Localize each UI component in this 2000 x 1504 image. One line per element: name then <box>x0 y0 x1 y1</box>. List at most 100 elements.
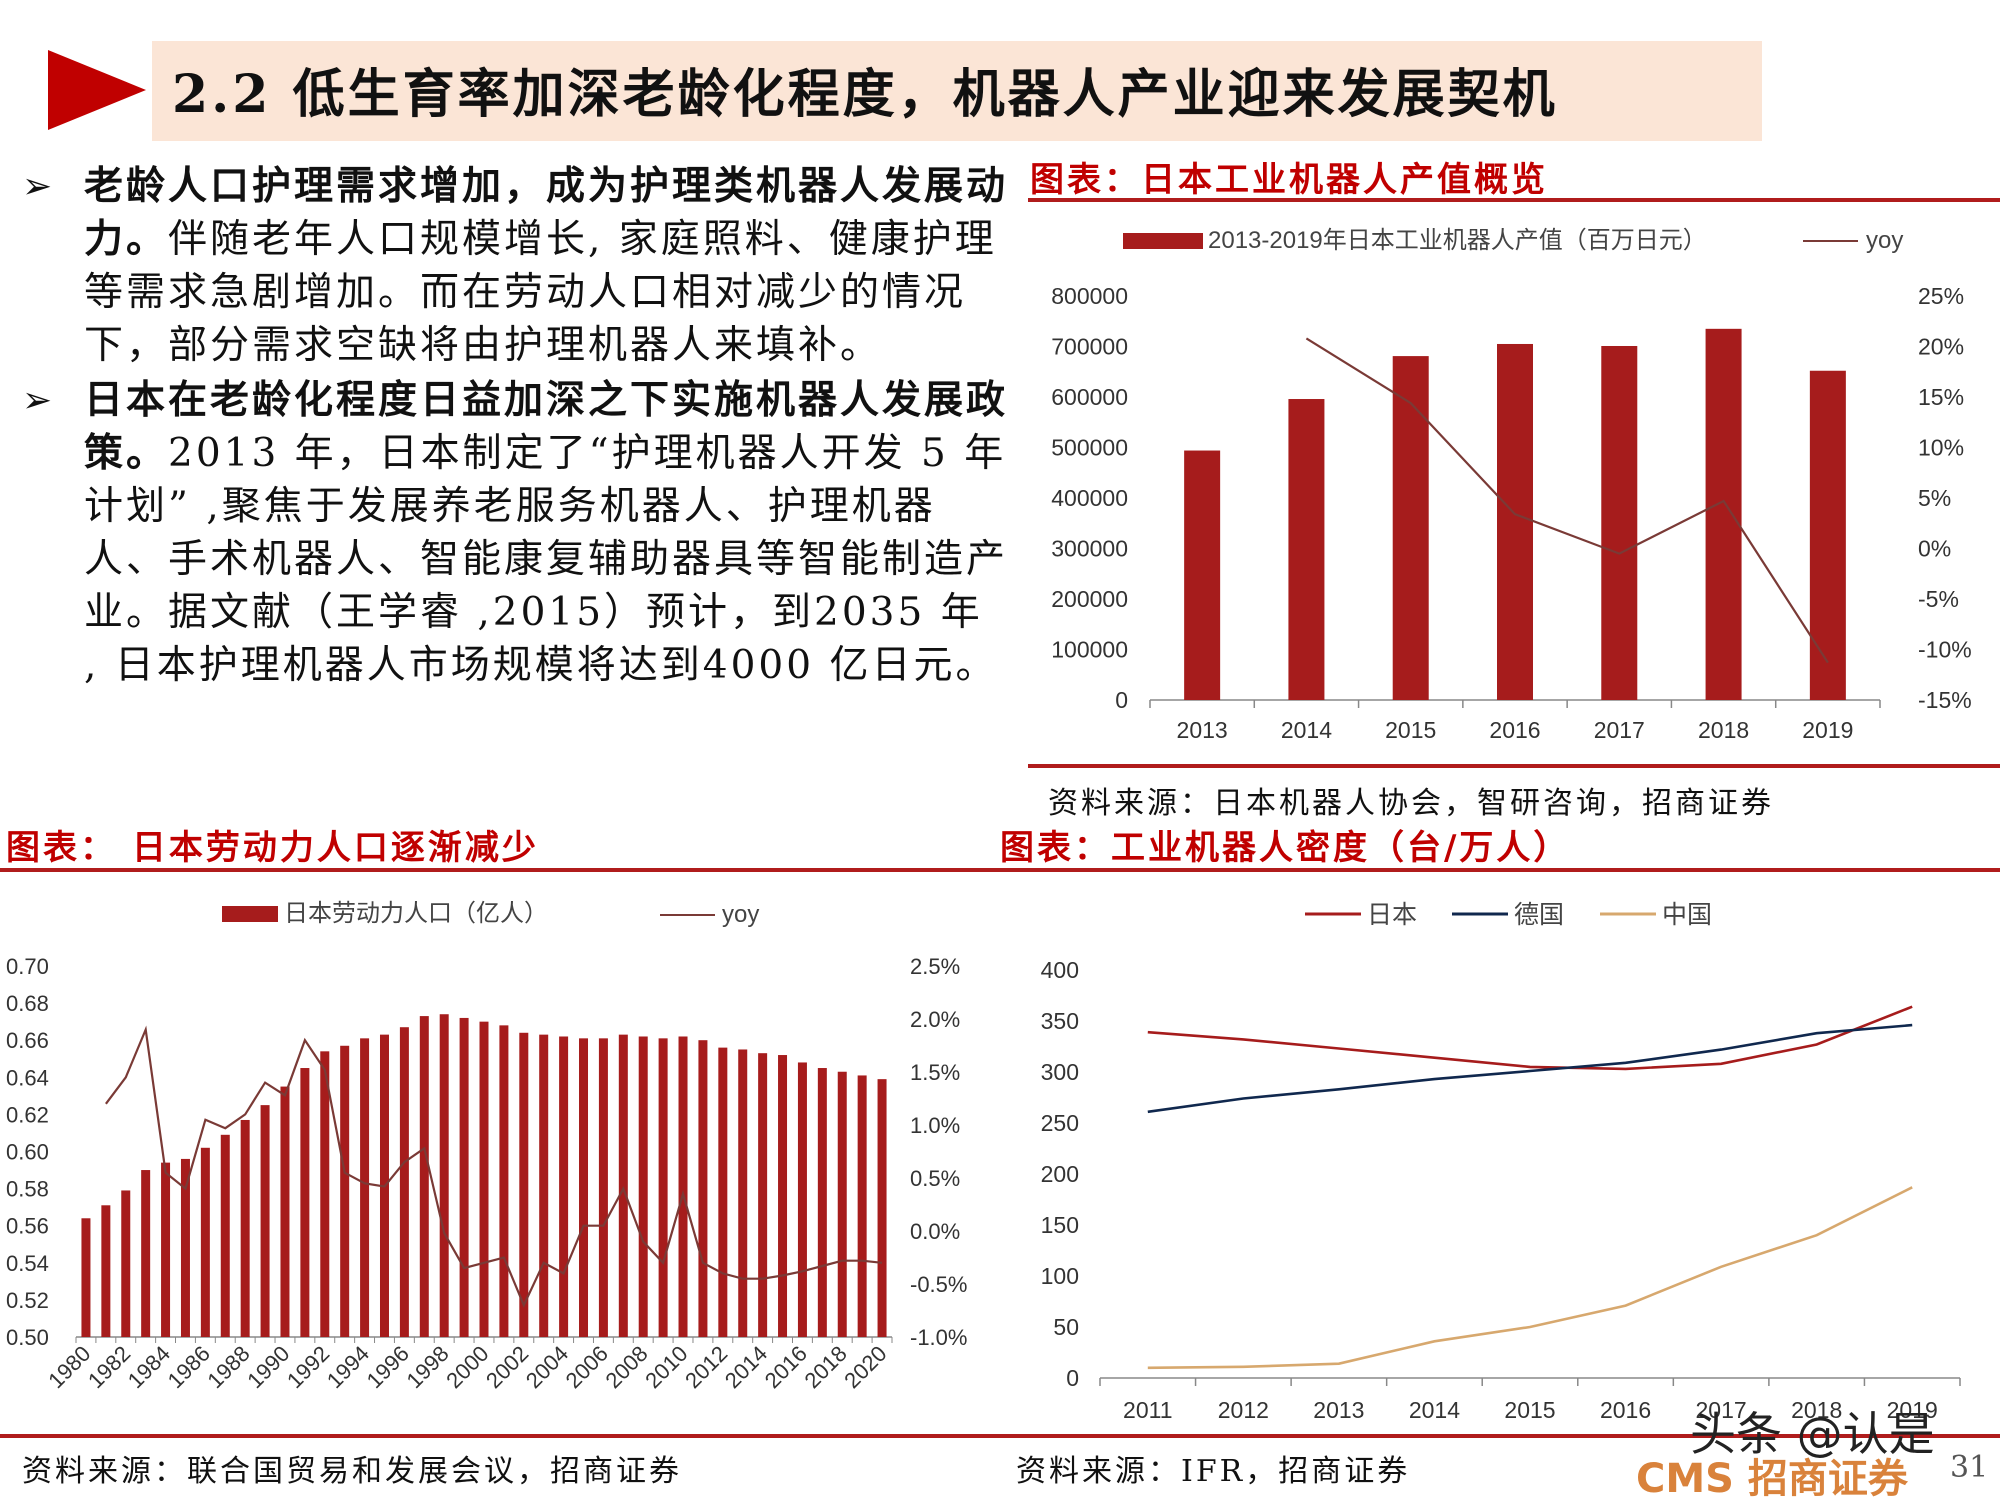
x-tick-label: 2018 <box>1791 1397 1842 1423</box>
divider <box>995 868 2000 872</box>
bar <box>678 1036 688 1337</box>
x-tick-label: 1980 <box>43 1341 95 1393</box>
y-right-tick: 2.5% <box>910 954 960 979</box>
bullet-item: ➢ 老龄人口护理需求增加，成为护理类机器人发展动力。伴随老年人口规模增长, 家庭… <box>22 160 1012 372</box>
y-right-tick: 0.5% <box>910 1166 960 1191</box>
y-tick: 350 <box>1041 1008 1079 1034</box>
x-tick-label: 1996 <box>362 1341 414 1393</box>
bar <box>857 1075 867 1337</box>
y-left-tick: 0 <box>1115 687 1128 713</box>
x-tick-label: 2000 <box>441 1341 493 1393</box>
bullet-list: ➢ 老龄人口护理需求增加，成为护理类机器人发展动力。伴随老年人口规模增长, 家庭… <box>22 160 1012 694</box>
bar <box>180 1158 190 1337</box>
yoy-line <box>105 1025 883 1308</box>
labor-population-chart: 日本劳动力人口（亿人） yoy 0.50 0.52 0.54 0.56 0.58 0.60 0.… <box>6 900 967 1393</box>
x-tick-label: 1994 <box>322 1341 374 1393</box>
y-tick: 300 <box>1041 1059 1079 1085</box>
legend-label: yoy <box>722 901 759 928</box>
y-right-tick: -0.5% <box>910 1272 967 1297</box>
y-left-tick: 200000 <box>1051 586 1128 612</box>
y-left-tick: 0.70 <box>6 954 49 979</box>
source-note: 资料来源：日本机器人协会，智研咨询，招商证券 <box>1048 786 1774 821</box>
bar <box>300 1068 310 1337</box>
x-tick-label: 2006 <box>561 1341 613 1393</box>
x-tick-label: 2016 <box>760 1341 812 1393</box>
x-tick-label: 2012 <box>1218 1397 1269 1423</box>
divider <box>995 1434 2000 1438</box>
x-tick-label: 1988 <box>202 1341 254 1393</box>
bar <box>797 1062 807 1337</box>
divider <box>1028 764 2000 768</box>
x-tick-label: 2018 <box>799 1341 851 1393</box>
bar <box>778 1055 788 1337</box>
bar <box>240 1119 250 1337</box>
figure-title: 图表：工业机器人密度（台/万人） <box>1000 828 1571 868</box>
y-right-tick: 0.0% <box>910 1219 960 1244</box>
bar <box>141 1170 151 1337</box>
bar <box>340 1045 350 1337</box>
x-tick-label: 2015 <box>1504 1397 1555 1423</box>
bullet-heading: 老龄人口护理需求增加，成为护理类机器人发展动力。 <box>84 163 1009 262</box>
y-left-tick: 0.52 <box>6 1288 49 1313</box>
y-right-tick: 20% <box>1918 334 1964 360</box>
bar <box>161 1162 171 1337</box>
figure-title: 图表： 日本劳动力人口逐渐减少 <box>6 828 539 868</box>
y-right-tick: 5% <box>1918 485 1951 511</box>
y-tick: 400 <box>1041 957 1079 983</box>
bar <box>1392 356 1429 700</box>
bar <box>698 1040 708 1337</box>
source-note: 资料来源：联合国贸易和发展会议，招商证券 <box>22 1454 682 1489</box>
bar <box>499 1025 509 1337</box>
bar <box>618 1034 628 1337</box>
bar <box>200 1147 210 1337</box>
bar <box>718 1047 728 1337</box>
y-left-tick: 300000 <box>1051 536 1128 562</box>
bar <box>1184 450 1221 700</box>
x-tick-label: 2016 <box>1600 1397 1651 1423</box>
bar <box>101 1205 111 1337</box>
y-left-tick: 100000 <box>1051 637 1128 663</box>
bar <box>280 1086 290 1337</box>
y-right-tick: -10% <box>1918 637 1972 663</box>
yoy-line <box>1305 337 1829 664</box>
x-tick-label: 1990 <box>242 1341 294 1393</box>
legend-label: 日本劳动力人口（亿人） <box>284 900 548 927</box>
legend-swatch <box>222 906 278 922</box>
bar <box>121 1190 131 1337</box>
bar <box>837 1071 847 1337</box>
robot-density-chart: 日本 德国 中国 0 50 100 150 200 250 300 350 400 2011 2012 20… <box>1041 901 1961 1423</box>
x-tick-label: 2014 <box>1281 717 1332 743</box>
bar <box>758 1053 768 1337</box>
divider <box>0 868 995 872</box>
y-right-tick: 15% <box>1918 384 1964 410</box>
bar <box>320 1051 330 1337</box>
legend-label: 2013-2019年日本工业机器人产值（百万日元） <box>1208 227 1707 254</box>
x-tick-label: 2018 <box>1698 717 1749 743</box>
y-right-tick: 2.0% <box>910 1007 960 1032</box>
x-tick-label: 2017 <box>1696 1397 1747 1423</box>
x-tick-label: 2014 <box>720 1341 772 1393</box>
legend-label: yoy <box>1866 227 1903 254</box>
x-tick-label: 2002 <box>481 1341 533 1393</box>
bar <box>638 1036 648 1337</box>
bar <box>419 1016 429 1337</box>
legend-label: 德国 <box>1514 901 1564 929</box>
y-tick: 150 <box>1041 1212 1079 1238</box>
x-tick-label: 2017 <box>1594 717 1645 743</box>
x-tick-label: 1984 <box>123 1341 175 1393</box>
y-left-tick: 0.56 <box>6 1214 49 1239</box>
bar <box>81 1218 91 1337</box>
bar <box>738 1049 748 1337</box>
y-tick: 50 <box>1053 1314 1079 1340</box>
x-tick-label: 2015 <box>1385 717 1436 743</box>
y-right-tick: 0% <box>1918 536 1951 562</box>
bar <box>1288 399 1325 700</box>
x-tick-label: 2019 <box>1887 1397 1938 1423</box>
bar <box>539 1034 549 1337</box>
divider <box>0 1434 995 1438</box>
series-line <box>1147 1023 1913 1114</box>
figure-title: 图表：日本工业机器人产值概览 <box>1030 160 1548 200</box>
bar <box>579 1038 589 1337</box>
y-left-tick: 400000 <box>1051 485 1128 511</box>
cms-logo: CMS 招商证券 <box>1636 1456 1908 1502</box>
